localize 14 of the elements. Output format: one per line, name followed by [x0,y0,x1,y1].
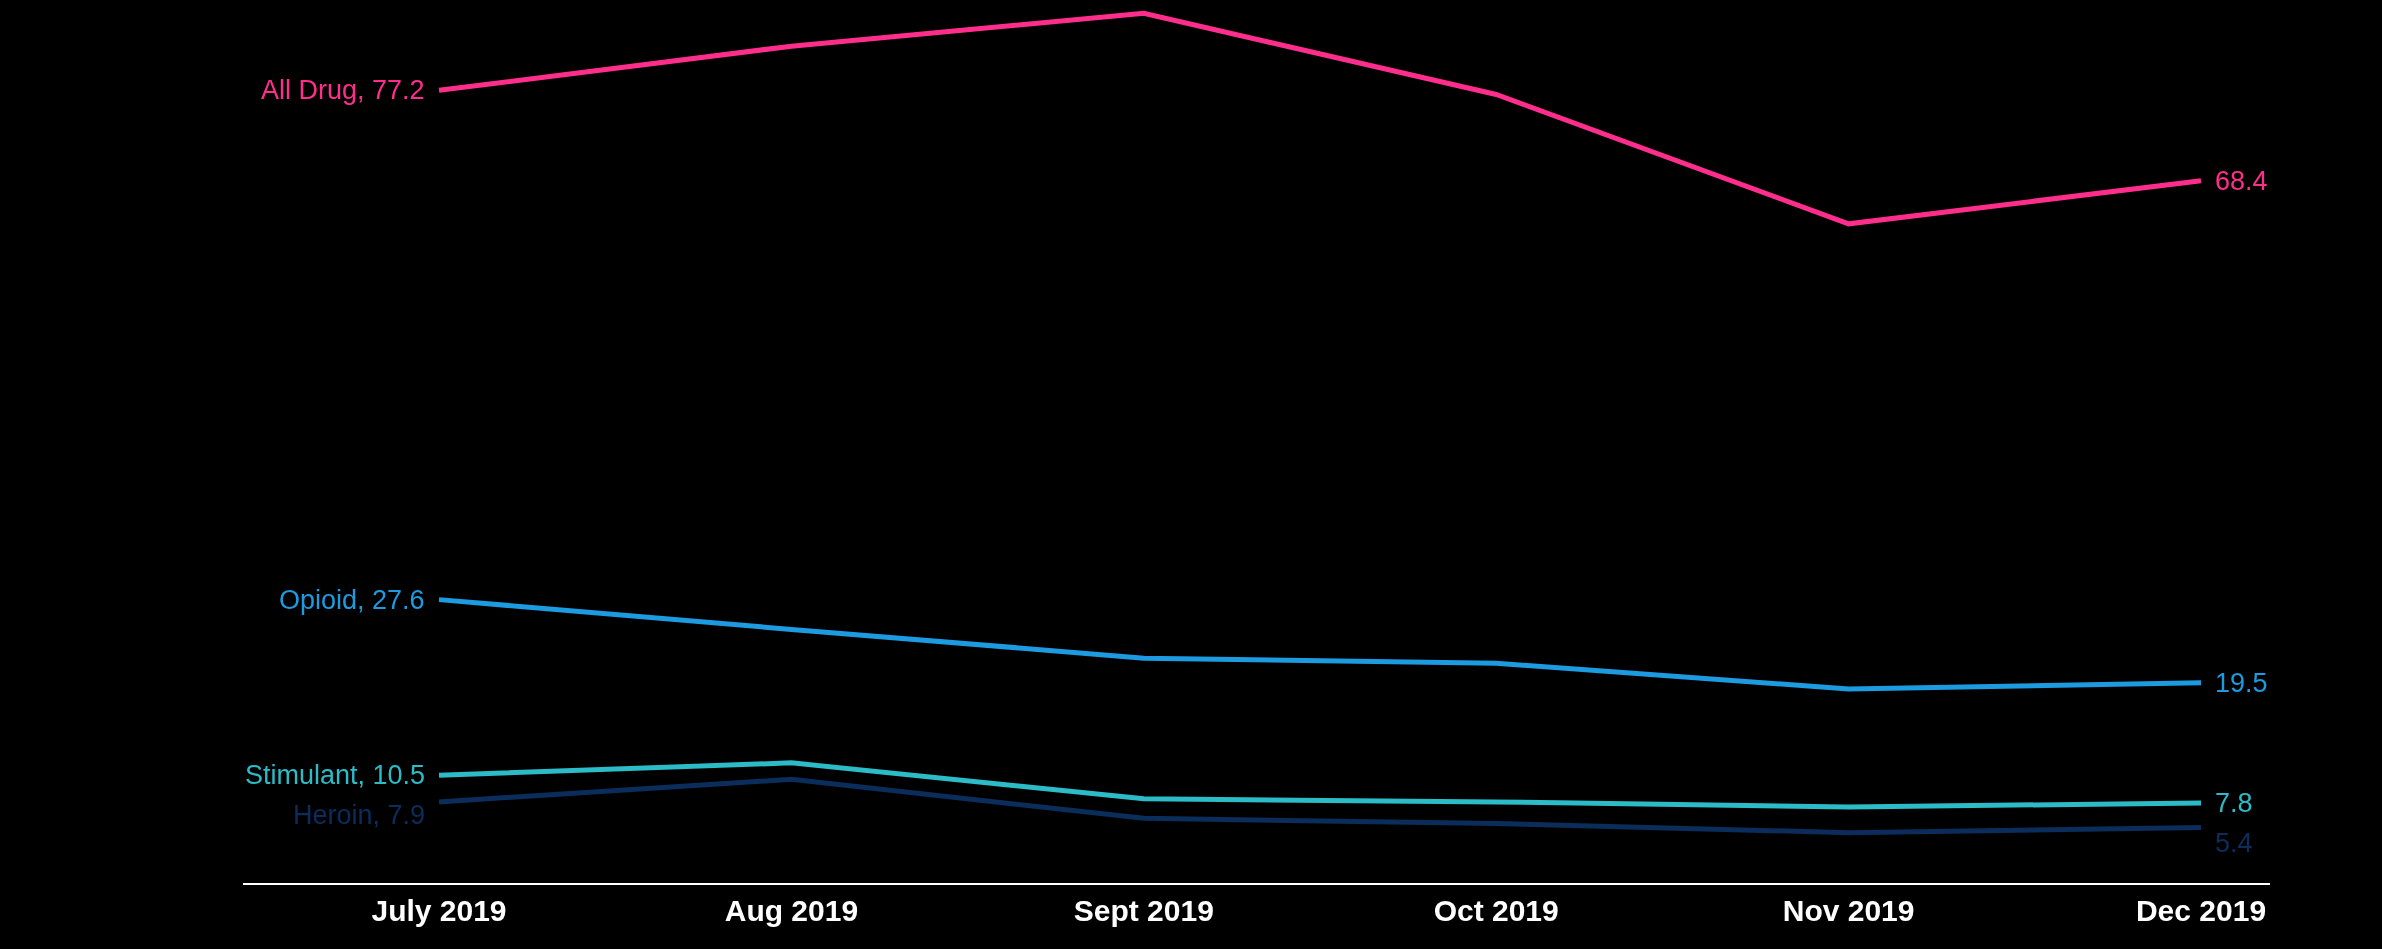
data-label: 5.4 [2215,828,2253,858]
annotation: Heroin, 7.9 [293,800,426,830]
x-tick-label: Nov 2019 [1782,894,1915,927]
data-label: 7.8 [2215,788,2253,818]
annotation: Stimulant, 10.5 [245,760,426,790]
x-tick-label: Oct 2019 [1433,894,1559,927]
data-label: 68.4 [2215,166,2268,196]
x-tick-label: Sept 2019 [1073,894,1214,927]
data-label: 19.5 [2215,668,2268,698]
annotation: Opioid, 27.6 [279,585,425,615]
x-tick-label: Aug 2019 [724,894,859,927]
x-tick-label: July 2019 [371,894,507,927]
annotation: All Drug, 77.2 [261,75,425,105]
x-tick-label: Dec 2019 [2135,894,2267,927]
